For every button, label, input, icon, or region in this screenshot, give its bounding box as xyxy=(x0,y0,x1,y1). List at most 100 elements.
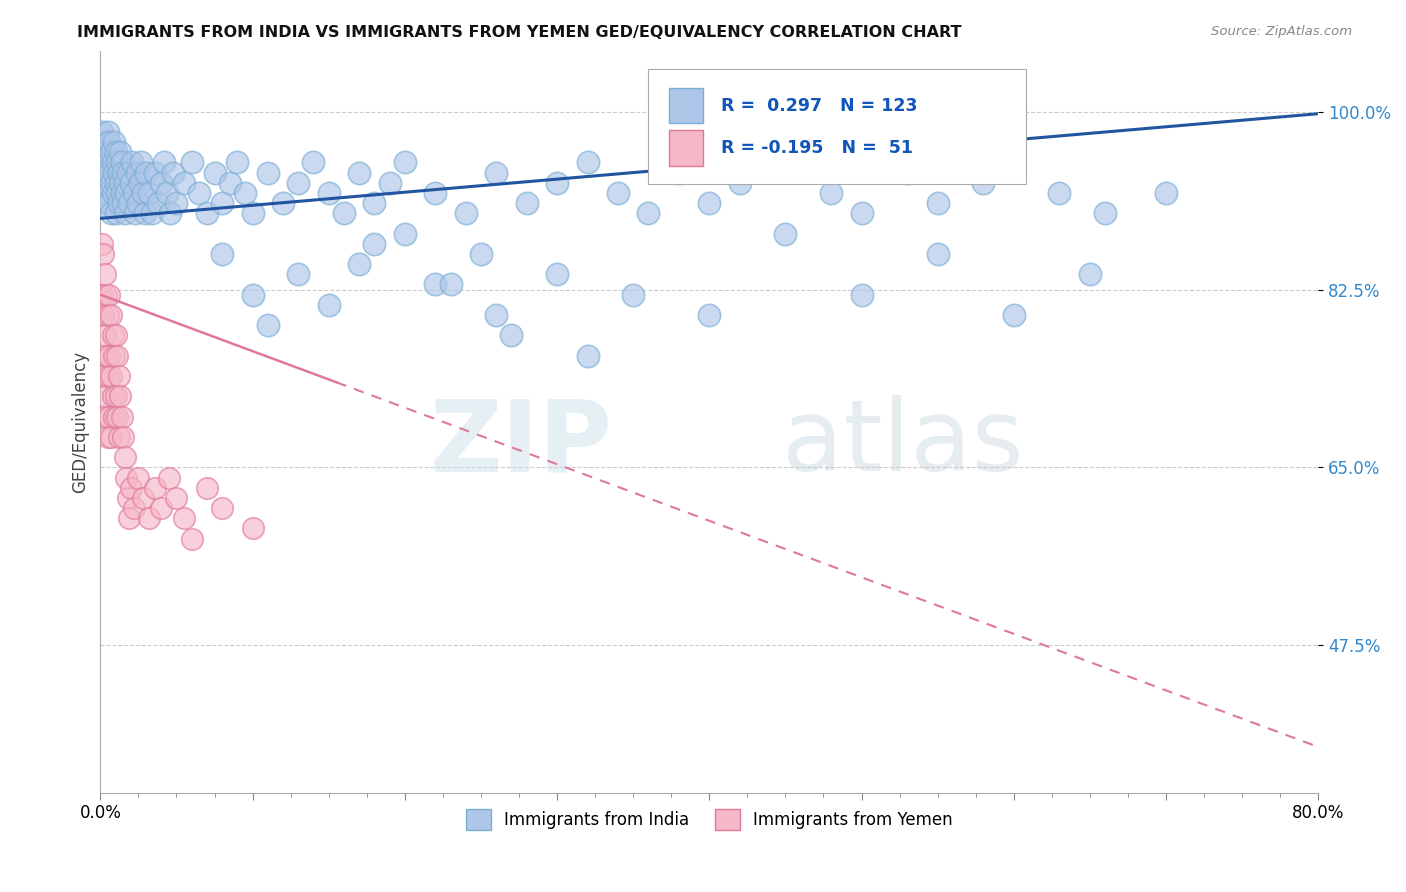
Point xyxy=(1094,206,1116,220)
Y-axis label: GED/Equivalency: GED/Equivalency xyxy=(72,351,89,492)
Point xyxy=(108,389,131,403)
Point xyxy=(98,196,121,211)
Point xyxy=(93,145,115,160)
Point xyxy=(318,186,340,200)
Point xyxy=(129,176,152,190)
Point xyxy=(211,501,233,516)
Point xyxy=(173,176,195,190)
Point xyxy=(105,409,128,424)
Point xyxy=(157,470,180,484)
Point xyxy=(104,145,127,160)
Point xyxy=(97,430,120,444)
Point xyxy=(96,409,118,424)
Point xyxy=(112,196,135,211)
Point xyxy=(107,368,129,383)
Point xyxy=(94,135,117,149)
Point xyxy=(93,176,115,190)
Point xyxy=(363,196,385,211)
Point xyxy=(97,308,120,322)
Point xyxy=(166,491,188,505)
Point xyxy=(98,409,121,424)
Point xyxy=(394,227,416,241)
Point xyxy=(94,196,117,211)
Point xyxy=(103,166,125,180)
Point xyxy=(94,267,117,281)
Legend: Immigrants from India, Immigrants from Yemen: Immigrants from India, Immigrants from Y… xyxy=(460,803,959,837)
Point xyxy=(111,186,134,200)
Point xyxy=(378,176,401,190)
Point xyxy=(242,206,264,220)
Point xyxy=(112,430,135,444)
Point xyxy=(256,318,278,332)
Point xyxy=(125,166,148,180)
Point xyxy=(621,287,644,301)
Point xyxy=(121,155,143,169)
Point xyxy=(775,155,797,169)
Point xyxy=(96,145,118,160)
Point xyxy=(141,206,163,220)
Point xyxy=(211,196,233,211)
Point xyxy=(97,155,120,169)
Point xyxy=(439,277,461,292)
Point xyxy=(111,155,134,169)
Point xyxy=(134,206,156,220)
Point xyxy=(104,389,127,403)
Point xyxy=(120,176,142,190)
Point xyxy=(104,176,127,190)
FancyBboxPatch shape xyxy=(669,87,703,123)
Point xyxy=(112,166,135,180)
Point xyxy=(100,430,122,444)
Point xyxy=(425,277,447,292)
Point xyxy=(546,176,568,190)
Point xyxy=(470,247,492,261)
Point xyxy=(363,236,385,251)
Point xyxy=(105,186,128,200)
Point xyxy=(93,308,115,322)
Point xyxy=(302,155,325,169)
Point xyxy=(100,176,122,190)
Point xyxy=(668,166,690,180)
Point xyxy=(97,368,120,383)
Point xyxy=(100,368,122,383)
Point xyxy=(425,186,447,200)
Point xyxy=(138,511,160,525)
Point xyxy=(94,328,117,343)
Point xyxy=(516,196,538,211)
Point xyxy=(103,409,125,424)
Point xyxy=(287,176,309,190)
Point xyxy=(775,227,797,241)
Point xyxy=(101,186,124,200)
Point xyxy=(107,430,129,444)
Point xyxy=(233,186,256,200)
Point xyxy=(122,186,145,200)
Point xyxy=(637,206,659,220)
Point xyxy=(211,247,233,261)
Point xyxy=(115,470,138,484)
Point xyxy=(127,196,149,211)
Point xyxy=(101,389,124,403)
Point xyxy=(97,125,120,139)
Point xyxy=(485,166,508,180)
Point xyxy=(156,186,179,200)
Point xyxy=(394,155,416,169)
Point xyxy=(98,166,121,180)
Point xyxy=(143,166,166,180)
Point xyxy=(96,349,118,363)
Point xyxy=(135,166,157,180)
Point xyxy=(697,308,720,322)
Point xyxy=(195,206,218,220)
Point xyxy=(94,389,117,403)
Point xyxy=(1002,155,1025,169)
FancyBboxPatch shape xyxy=(648,70,1026,185)
Point xyxy=(107,196,129,211)
Point xyxy=(94,166,117,180)
Point xyxy=(104,206,127,220)
Point xyxy=(143,481,166,495)
Point xyxy=(188,186,211,200)
Point xyxy=(1049,186,1071,200)
Point xyxy=(927,196,949,211)
Point xyxy=(607,186,630,200)
Point xyxy=(101,155,124,169)
Point xyxy=(173,511,195,525)
Point xyxy=(138,186,160,200)
